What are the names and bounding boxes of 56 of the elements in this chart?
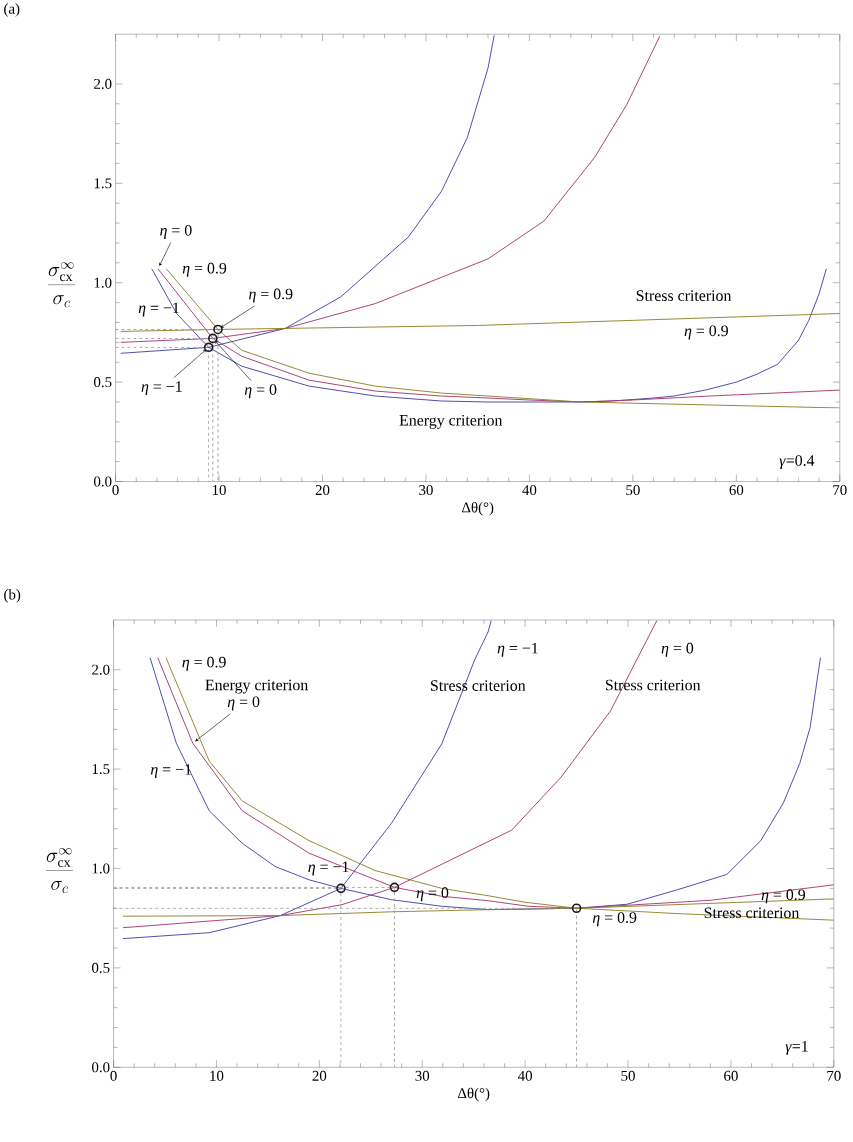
y-tick-label: 1.0: [92, 863, 110, 874]
x-tick-label: 50: [626, 485, 640, 496]
x-tick-label: 40: [518, 1070, 533, 1081]
annotation: η = 0.9: [684, 325, 729, 340]
x-tick-label: 70: [827, 1070, 841, 1081]
annotation: η = 0: [227, 696, 260, 711]
annotation: η = −1: [308, 861, 349, 876]
annotation: η = 0: [416, 887, 449, 902]
chart-title: (b): [4, 589, 21, 603]
annotation: η = −1: [141, 381, 182, 396]
annotation: η = 0: [661, 642, 694, 657]
annotation: η = −1: [138, 302, 179, 317]
annotation: η = 0.9: [182, 262, 227, 277]
y-tick-label: 2.0: [92, 664, 110, 675]
x-tick-label: 30: [419, 485, 433, 496]
x-tick-label: 30: [415, 1070, 430, 1081]
x-axis-title: Δθ(°): [458, 1087, 490, 1102]
annotation: Stress criterion: [606, 679, 701, 691]
x-axis-title: Δθ(°): [462, 501, 494, 516]
x-tick-label: 20: [315, 485, 330, 496]
x-tick-label: 10: [210, 1070, 224, 1081]
x-tick-label: 0: [110, 1070, 117, 1081]
x-tick-label: 60: [729, 485, 744, 496]
annotation: η = −1: [497, 642, 538, 657]
annotation: η = 0.9: [249, 288, 293, 303]
chart-title: (a): [4, 3, 20, 17]
y-tick-label: 0.0: [94, 476, 112, 487]
y-axis-title: $\frac{\sigma_{\mathrm{cx}}^{\infty}}{\sigma_{c}}$: [48, 262, 76, 308]
x-tick-label: 50: [621, 1070, 636, 1081]
annotation: Stress criterion: [431, 680, 526, 691]
x-tick-label: 10: [213, 485, 227, 496]
y-tick-label: 0.5: [92, 962, 110, 973]
annotation: η = 0.9: [593, 912, 637, 927]
annotation: γ=1: [785, 1040, 808, 1055]
annotation: η = 0.9: [761, 889, 806, 904]
y-tick-label: 1.5: [94, 178, 112, 189]
y-tick-label: 0.5: [94, 377, 112, 388]
y-tick-label: 1.0: [94, 277, 112, 288]
x-tick-label: 70: [833, 485, 847, 496]
annotation: γ=0.4: [779, 455, 815, 470]
y-axis-title: $\frac{\sigma_{\mathrm{cx}}^{\infty}}{\sigma_{c}}$: [46, 847, 74, 893]
y-tick-label: 1.5: [92, 764, 110, 775]
annotation: Stress criterion: [636, 290, 732, 301]
x-tick-label: 40: [522, 485, 537, 496]
annotation: Stress criterion: [704, 907, 800, 919]
annotation: η = 0: [244, 384, 277, 399]
x-tick-label: 0: [112, 485, 119, 496]
x-tick-label: 60: [724, 1070, 738, 1081]
annotation: Energy criterion: [205, 679, 309, 694]
y-tick-label: 0.0: [92, 1062, 110, 1073]
annotation: Energy criterion: [399, 414, 503, 429]
annotation: η = −1: [151, 764, 192, 779]
y-tick-label: 2.0: [94, 78, 112, 89]
annotation: η = 0: [160, 224, 192, 239]
annotation: η = 0.9: [182, 656, 226, 671]
x-tick-label: 20: [312, 1070, 327, 1081]
